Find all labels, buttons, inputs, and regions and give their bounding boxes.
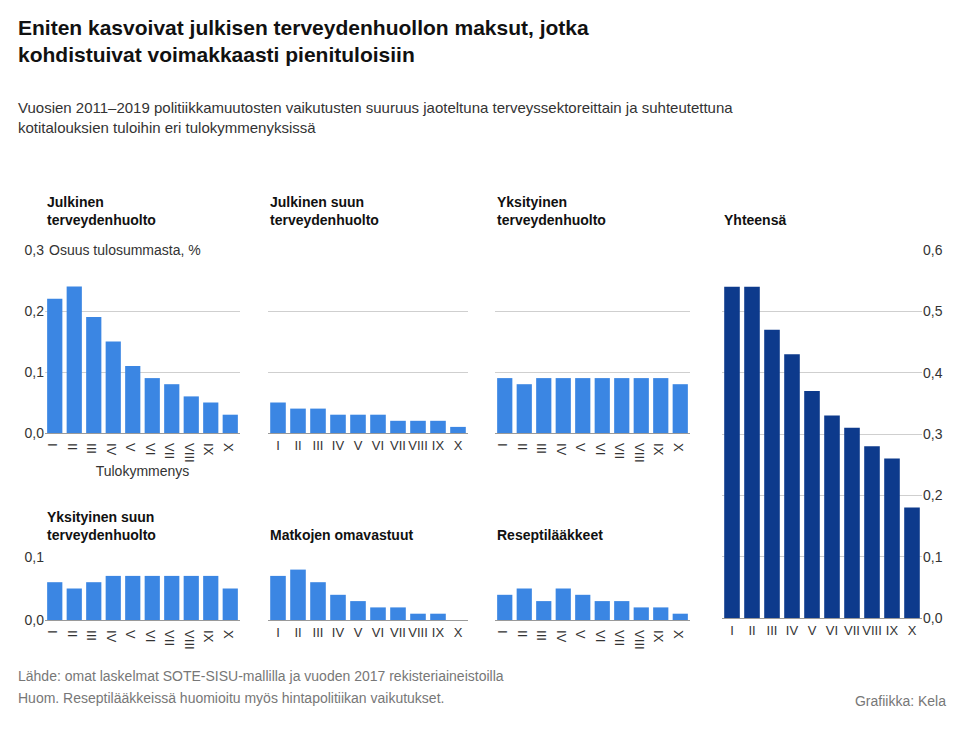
svg-text:0,6: 0,6 — [923, 242, 943, 258]
svg-text:IX: IX — [432, 625, 445, 640]
svg-text:V: V — [123, 630, 138, 639]
html-text:Huom. Reseptilääkkeissä huomio: Huom. Reseptilääkkeissä huomioitu myös h… — [18, 690, 445, 706]
svg-text:III: III — [84, 630, 99, 641]
svg-text:V: V — [123, 443, 138, 452]
svg-text:VI: VI — [372, 438, 384, 453]
svg-text:II: II — [515, 630, 530, 637]
svg-text:IX: IX — [886, 623, 899, 638]
svg-text:0,3: 0,3 — [25, 242, 45, 258]
svg-text:I: I — [495, 443, 510, 447]
svg-text:VII: VII — [390, 438, 406, 453]
svg-text:VII: VII — [612, 630, 627, 646]
svg-text:I: I — [495, 630, 510, 634]
svg-text:VI: VI — [826, 623, 838, 638]
svg-text:X: X — [454, 625, 463, 640]
svg-text:X: X — [454, 438, 463, 453]
svg-text:VIII: VIII — [408, 625, 428, 640]
svg-text:Yhteensä: Yhteensä — [724, 212, 786, 228]
svg-text:Julkinenterveydenhuolto: Julkinenterveydenhuolto — [47, 194, 156, 228]
svg-text:V: V — [354, 625, 363, 640]
svg-text:0,1: 0,1 — [25, 364, 45, 380]
svg-text:X: X — [221, 443, 236, 452]
svg-text:IV: IV — [554, 443, 569, 456]
svg-text:II: II — [294, 438, 301, 453]
svg-text:III: III — [84, 443, 99, 454]
svg-text:Matkojen omavastuut: Matkojen omavastuut — [270, 527, 413, 543]
svg-text:X: X — [671, 630, 686, 639]
svg-text:Osuus tulosummasta, %: Osuus tulosummasta, % — [49, 242, 201, 258]
svg-text:Tulokymmenys: Tulokymmenys — [96, 463, 190, 479]
svg-text:I: I — [730, 623, 734, 638]
svg-text:Reseptilääkkeet: Reseptilääkkeet — [497, 527, 603, 543]
svg-text:II: II — [294, 625, 301, 640]
svg-text:VIII: VIII — [862, 623, 882, 638]
svg-text:0,0: 0,0 — [923, 610, 943, 626]
svg-text:IV: IV — [786, 623, 799, 638]
svg-text:V: V — [808, 623, 817, 638]
svg-text:0,1: 0,1 — [25, 549, 45, 565]
svg-text:IV: IV — [554, 630, 569, 643]
svg-text:VII: VII — [612, 443, 627, 459]
svg-text:VII: VII — [390, 625, 406, 640]
svg-text:X: X — [908, 623, 917, 638]
svg-text:0,0: 0,0 — [25, 612, 45, 628]
svg-text:II: II — [65, 443, 80, 450]
svg-text:VI: VI — [593, 443, 608, 455]
svg-text:IX: IX — [201, 630, 216, 643]
svg-text:0,5: 0,5 — [923, 303, 943, 319]
svg-text:III: III — [767, 623, 778, 638]
svg-text:V: V — [573, 630, 588, 639]
svg-text:VI: VI — [372, 625, 384, 640]
svg-text:IX: IX — [651, 630, 666, 643]
svg-text:I: I — [276, 625, 280, 640]
svg-text:Yksityinenterveydenhuolto: Yksityinenterveydenhuolto — [497, 194, 606, 228]
svg-text:IX: IX — [432, 438, 445, 453]
svg-text:0,4: 0,4 — [923, 365, 943, 381]
svg-text:I: I — [276, 438, 280, 453]
svg-text:0,2: 0,2 — [25, 303, 45, 319]
svg-text:I: I — [45, 630, 60, 634]
html-text:Lähde: omat laskelmat SOTE-SIS: Lähde: omat laskelmat SOTE-SISU-mallilla… — [18, 668, 504, 684]
svg-text:III: III — [313, 625, 324, 640]
html-text:Grafiikka: Kela: Grafiikka: Kela — [855, 693, 946, 709]
svg-text:0,2: 0,2 — [923, 487, 943, 503]
svg-text:X: X — [221, 630, 236, 639]
svg-text:II: II — [748, 623, 755, 638]
svg-text:V: V — [354, 438, 363, 453]
svg-text:III: III — [534, 630, 549, 641]
svg-text:IV: IV — [104, 630, 119, 643]
svg-text:X: X — [671, 443, 686, 452]
svg-text:IX: IX — [201, 443, 216, 456]
svg-text:III: III — [534, 443, 549, 454]
svg-text:VI: VI — [593, 630, 608, 642]
svg-text:VIII: VIII — [632, 443, 647, 463]
svg-text:IV: IV — [332, 625, 345, 640]
html-text:Eniten kasvoivat julkisen terv: Eniten kasvoivat julkisen terveydenhuoll… — [18, 16, 589, 67]
svg-text:VIII: VIII — [182, 443, 197, 463]
svg-text:II: II — [515, 443, 530, 450]
svg-text:Yksityinen suunterveydenhuolto: Yksityinen suunterveydenhuolto — [47, 509, 156, 543]
svg-text:VI: VI — [143, 443, 158, 455]
svg-text:Julkinen suunterveydenhuolto: Julkinen suunterveydenhuolto — [270, 194, 379, 228]
svg-text:VIII: VIII — [182, 630, 197, 650]
svg-text:VII: VII — [162, 443, 177, 459]
svg-text:II: II — [65, 630, 80, 637]
svg-text:V: V — [573, 443, 588, 452]
svg-text:VIII: VIII — [408, 438, 428, 453]
svg-text:IV: IV — [104, 443, 119, 456]
svg-text:I: I — [45, 443, 60, 447]
html-text:Vuosien 2011–2019 politiikkamu: Vuosien 2011–2019 politiikkamuutosten va… — [18, 99, 733, 137]
svg-text:IV: IV — [332, 438, 345, 453]
svg-text:III: III — [313, 438, 324, 453]
svg-text:0,1: 0,1 — [923, 549, 943, 565]
svg-text:VI: VI — [143, 630, 158, 642]
svg-text:VII: VII — [162, 630, 177, 646]
svg-text:0,0: 0,0 — [25, 425, 45, 441]
svg-text:VIII: VIII — [632, 630, 647, 650]
svg-text:VII: VII — [844, 623, 860, 638]
svg-text:0,3: 0,3 — [923, 426, 943, 442]
svg-text:IX: IX — [651, 443, 666, 456]
